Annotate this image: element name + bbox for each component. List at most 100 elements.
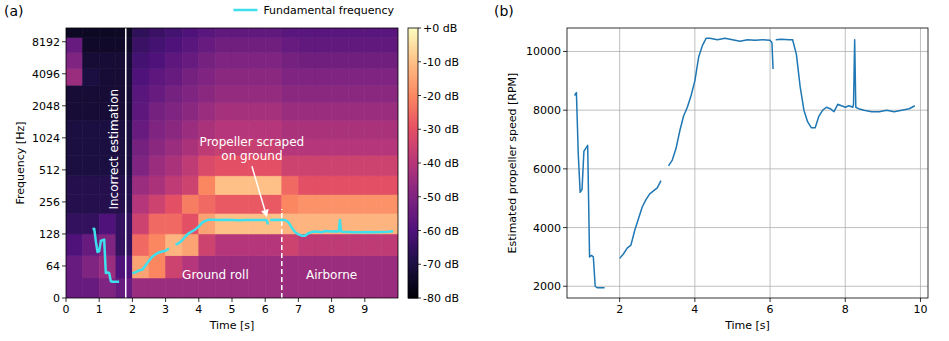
x-tick [99,298,100,302]
heatmap-cell [66,195,83,214]
heatmap-cell [149,139,166,155]
colorbar-gradient [408,79,418,83]
annotation-line: on ground [221,149,282,163]
heatmap-cell [332,68,349,85]
y-tick-label: 4000 [533,222,561,235]
heatmap-cell [232,234,249,256]
heatmap-cell [348,85,365,102]
x-tick [165,298,166,302]
grid-line [567,168,928,169]
heatmap-cell [132,176,149,195]
heatmap-cell [265,278,282,298]
annotation: Airborne [306,268,357,282]
colorbar-gradient [408,229,418,233]
heatmap-cell [332,155,349,175]
colorbar-gradient [408,82,418,86]
heatmap-cell [199,102,216,120]
heatmap-cell [348,68,365,85]
heatmap-cell [182,176,199,195]
colorbar-gradient [408,232,418,236]
x-tick [232,298,233,302]
x-tick [770,298,771,302]
colorbar-gradient [408,28,418,32]
heatmap-cell [298,195,315,214]
heatmap-cell [381,37,398,52]
heatmap-cell [315,85,332,102]
heatmap-cell [298,176,315,195]
heatmap-cell [66,176,83,195]
marker-line [281,209,283,298]
heatmap-cell [215,176,232,195]
heatmap-cell [381,102,398,120]
heatmap-cell [365,68,382,85]
heatmap-cell [282,176,299,195]
heatmap-cell [83,256,100,278]
colorbar-gradient [408,121,418,125]
colorbar-gradient [408,64,418,68]
y-tick-label: 6000 [533,163,561,176]
grid-line [567,286,928,287]
data-line [575,38,915,287]
heatmap-cell [332,195,349,214]
x-tick [619,298,620,302]
colorbar-gradient [408,106,418,110]
colorbar-gradient [408,178,418,182]
heatmap-cell [298,28,315,37]
heatmap-cell [99,37,116,52]
colorbar-gradient [408,136,418,140]
colorbar-gradient [408,205,418,209]
x-tick-label: 4 [691,303,698,316]
heatmap-cell [298,102,315,120]
heatmap-cell [348,52,365,68]
heatmap-cell [116,28,133,37]
colorbar-gradient [408,262,418,266]
heatmap-cell [348,155,365,175]
colorbar-gradient [408,214,418,218]
heatmap-cell [265,85,282,102]
heatmap-cell [265,28,282,37]
heatmap-cell [83,68,100,85]
heatmap-cell [199,52,216,68]
grid-line [567,51,928,52]
heatmap-cell [381,68,398,85]
colorbar-gradient [408,172,418,176]
heatmap-cell [232,213,249,234]
heatmap-cell [166,213,183,234]
heatmap-cell [315,37,332,52]
heatmap-cell [166,234,183,256]
heatmap-cell [249,52,266,68]
heatmap-cell [298,155,315,175]
heatmap-cell [282,28,299,37]
heatmap-cell [232,28,249,37]
heatmap-cell [232,37,249,52]
colorbar-gradient [408,49,418,53]
heatmap-cell [348,195,365,214]
colorbar-gradient [408,292,418,296]
panel: 246810200040006000800010000Time [s]Estim… [494,3,928,332]
legend-swatch [233,9,257,12]
heatmap-cell [99,256,116,278]
heatmap-cell [166,155,183,175]
heatmap-cell [66,102,83,120]
grid-line [770,28,771,298]
heatmap-cell [132,139,149,155]
heatmap-cell [215,68,232,85]
heatmap-cell [83,213,100,234]
colorbar-gradient [408,280,418,284]
heatmap-cell [132,28,149,37]
heatmap-cell [332,139,349,155]
grid-line [920,28,921,298]
heatmap-cell [215,213,232,234]
plot-area [66,28,398,298]
heatmap-cell [166,176,183,195]
heatmap-cell [381,176,398,195]
heatmap-cell [215,52,232,68]
heatmap-cell [149,85,166,102]
colorbar-tick-label: +0 dB [423,22,457,35]
heatmap-cell [66,213,83,234]
y-tick-label: 10000 [526,45,561,58]
heatmap-cell [282,68,299,85]
heatmap-cell [182,139,199,155]
heatmap-cell [265,52,282,68]
colorbar-gradient [408,166,418,170]
